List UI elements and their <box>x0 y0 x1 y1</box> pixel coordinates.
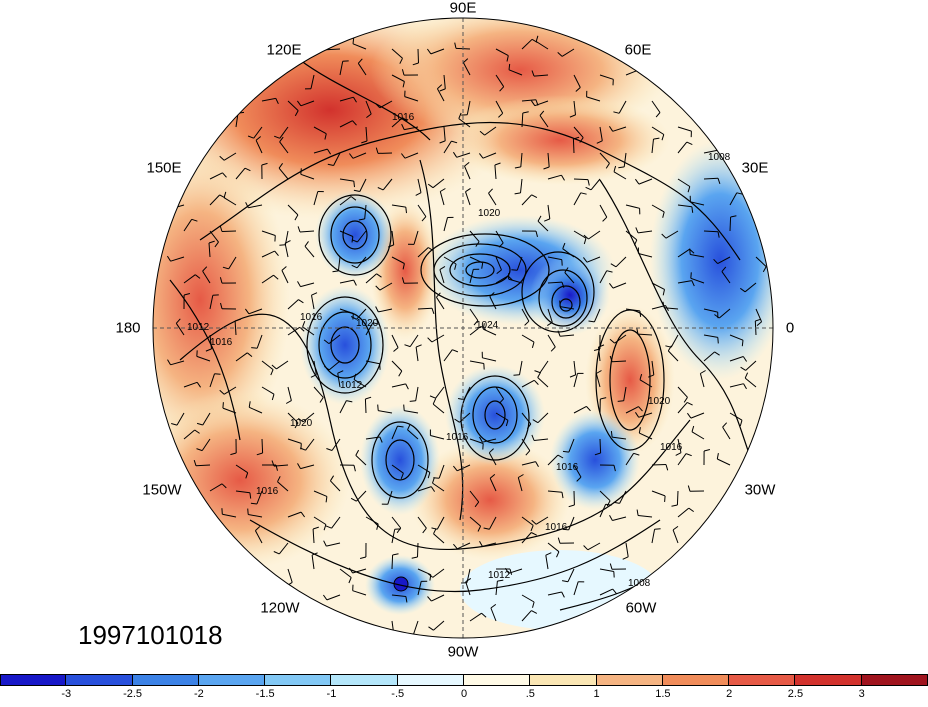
wind-barb-feather <box>665 496 666 502</box>
wind-barb-feather <box>690 249 691 255</box>
lon-label-30w: 30W <box>745 482 776 499</box>
colorbar-tick-label: .5 <box>526 688 535 700</box>
colorbar-tick-label: -2.5 <box>123 688 142 700</box>
wind-barb <box>600 439 601 453</box>
colorbar-tick-label: 2 <box>726 688 732 700</box>
wind-barb-feather <box>378 405 379 411</box>
contour-label: 1012 <box>340 380 363 391</box>
wind-barb <box>574 179 588 180</box>
lon-label-90w: 90W <box>448 644 479 661</box>
contour-label: 1016 <box>392 112 415 123</box>
contour-label: 1020 <box>648 396 671 407</box>
wind-barb-feather <box>718 337 719 343</box>
lon-label-120e: 120E <box>266 42 301 59</box>
lon-label-60w: 60W <box>626 600 657 617</box>
colorbar-tick-label: 0 <box>461 688 467 700</box>
wind-barb <box>612 361 626 362</box>
contour-label: 1016 <box>300 312 323 323</box>
wind-barb <box>418 49 419 63</box>
wind-barb <box>652 465 666 466</box>
wind-barb <box>222 231 236 232</box>
wind-barb-feather <box>691 272 692 278</box>
lon-label-150w: 150W <box>142 482 181 499</box>
wind-barb <box>418 543 419 557</box>
contour-label: 1016 <box>210 337 233 348</box>
colorbar-tick-label: -2 <box>194 688 204 700</box>
contour-label: 1016 <box>660 442 683 453</box>
wind-barb-feather <box>251 348 257 349</box>
contour-label: 1020 <box>356 318 379 329</box>
contour-label: 1016 <box>446 432 469 443</box>
contour-label: 1024 <box>476 320 499 331</box>
wind-barb <box>573 139 574 153</box>
lon-label-150e: 150E <box>146 160 181 177</box>
lon-label-0: 0 <box>786 320 794 337</box>
colorbar-tick-label: 1 <box>594 688 600 700</box>
colorbar-tick-label: 1.5 <box>655 688 670 700</box>
contour-label: 1012 <box>187 322 210 333</box>
wind-barb <box>704 231 718 232</box>
wind-barb-feather <box>560 301 561 307</box>
contour-label: 1016 <box>545 522 568 533</box>
wind-barb-feather <box>563 451 569 452</box>
contour-label: 1016 <box>556 462 579 473</box>
colorbar-frame <box>0 674 928 686</box>
wind-barb-feather <box>511 270 517 271</box>
contour-label: 1016 <box>256 486 279 497</box>
wind-barb-feather <box>410 401 416 402</box>
lon-label-90e: 90E <box>450 0 477 17</box>
wind-barb-feather <box>223 402 224 408</box>
wind-barb <box>730 217 731 231</box>
contour-label: 1008 <box>708 152 731 163</box>
lon-label-180: 180 <box>115 320 140 337</box>
wind-barb-feather <box>742 340 743 346</box>
anomaly-shading <box>110 0 790 638</box>
wind-barb-feather <box>354 181 355 187</box>
lon-label-30e: 30E <box>742 160 769 177</box>
wind-barb <box>365 399 366 413</box>
wind-barb <box>262 439 263 453</box>
colorbar-tick-label: 3 <box>859 688 865 700</box>
colorbar-tick-label: -1.5 <box>256 688 275 700</box>
wind-barb <box>392 555 393 569</box>
contour-label: 1012 <box>488 570 511 581</box>
wind-barb-feather <box>404 405 405 411</box>
lon-label-120w: 120W <box>260 600 299 617</box>
colorbar-tick-label: -.5 <box>391 688 404 700</box>
colorbar-tick-label: -3 <box>61 688 71 700</box>
wind-barb-feather <box>388 635 394 637</box>
contour-label: 1008 <box>628 578 651 589</box>
colorbar: -3 -2.5 -2 -1.5 -1 -.5 0 .5 1 1.5 2 2.5 3 <box>0 674 928 702</box>
wind-barb-feather <box>353 38 354 44</box>
contour-label: 1020 <box>290 418 313 429</box>
wind-barb-feather <box>640 311 641 317</box>
wind-barb-feather <box>618 401 624 402</box>
wind-barb <box>677 491 678 505</box>
wind-barb-feather <box>248 509 249 515</box>
colorbar-tick-label: -1 <box>327 688 337 700</box>
wind-barb-feather <box>168 204 171 209</box>
contour-label: 1020 <box>478 208 501 219</box>
wind-barb-feather <box>251 503 257 504</box>
timestamp-label: 1997101018 <box>78 620 223 651</box>
wind-barb-feather <box>238 112 244 113</box>
wind-barb-feather <box>611 431 612 437</box>
wind-barb-feather <box>406 207 407 213</box>
lon-label-60e: 60E <box>625 42 652 59</box>
wind-barb-feather <box>324 44 326 50</box>
wind-barb-feather <box>301 168 302 174</box>
wind-barb-feather <box>509 64 510 70</box>
colorbar-tick-label: 2.5 <box>788 688 803 700</box>
